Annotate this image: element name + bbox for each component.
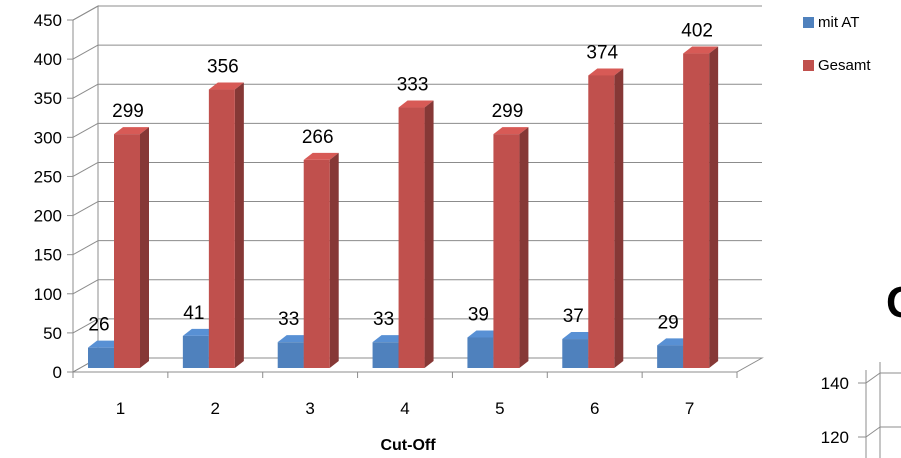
data-labels: 26 41 33 33 39 37 29 299 356 266 333 299 374 402 [88, 21, 713, 336]
bar-top-1 [493, 127, 529, 135]
bar-mit-at [277, 342, 304, 368]
bar-gesamt [114, 134, 140, 368]
x-tick-label: 1 [116, 399, 125, 418]
bar-top-1 [588, 68, 624, 76]
gridline-side [72, 279, 99, 295]
bar-gesamt [398, 107, 425, 368]
y-tick-label: 400 [34, 50, 62, 69]
legend-label-gesamt: Gesamt [818, 56, 871, 74]
bar-mit-at [562, 339, 589, 368]
gridline-side [72, 122, 99, 138]
chart2-gridline-side [865, 372, 881, 384]
bar-top-1 [398, 100, 434, 108]
gridline-side [72, 201, 99, 216]
bar-mit-at [467, 337, 494, 368]
y-tick-label: 50 [43, 324, 62, 343]
data-label: 29 [658, 312, 679, 333]
gridline-side [72, 240, 99, 256]
data-label: 41 [183, 303, 204, 324]
gridline-side [72, 5, 99, 21]
data-label: 39 [468, 304, 489, 325]
bar-gesamt [493, 134, 520, 368]
bar-side-1 [234, 82, 244, 368]
x-tick-label: 6 [590, 399, 599, 418]
x-tick-label: 2 [211, 399, 220, 418]
bar-mit-at [657, 345, 684, 368]
bars [88, 46, 719, 369]
bar-top-1 [683, 46, 719, 54]
bar-gesamt [208, 89, 235, 368]
x-tick-label: 3 [305, 399, 314, 418]
x-tick-label: 4 [400, 399, 409, 418]
y-tick-label: 300 [34, 128, 62, 147]
gridline-side [72, 83, 99, 99]
data-label: 374 [586, 42, 618, 63]
data-label: 333 [397, 75, 429, 96]
chart2-gridline-side [865, 426, 881, 438]
bar-top-1 [303, 152, 339, 160]
y-tick-label: 0 [53, 363, 62, 382]
bar-mit-at [182, 335, 209, 368]
legend-item-mit-at: mit AT [803, 12, 871, 32]
y-tick-label: 250 [34, 167, 62, 186]
bar-side-1 [614, 68, 624, 368]
x-tick-label: 7 [685, 399, 694, 418]
data-label: 26 [88, 315, 109, 336]
data-label: 266 [302, 127, 334, 148]
data-label: 299 [492, 101, 524, 122]
legend-swatch-mit-at [803, 16, 814, 28]
axes: 0 50 100 150 200 250 300 350 400 450 1 2 3 4 5 6 7 [34, 11, 738, 418]
bar-gesamt [588, 75, 615, 368]
bar-side-1 [424, 100, 434, 368]
chart2-y-tick-label: 120 [821, 428, 849, 447]
data-label: 33 [278, 309, 299, 330]
y-tick-label: 100 [34, 285, 62, 304]
legend: mit AT Gesamt [803, 12, 871, 98]
x-tick-label: 5 [495, 399, 504, 418]
y-tick-label: 150 [34, 246, 62, 265]
gridline-side [72, 162, 99, 177]
bar-gesamt [683, 53, 710, 368]
legend-label-mit-at: mit AT [818, 13, 860, 31]
legend-item-gesamt: Gesamt [803, 55, 871, 75]
x-axis-title: Cut-Off [380, 437, 436, 454]
second-chart-title-fragment: G [886, 278, 901, 328]
y-tick-label: 450 [34, 11, 62, 30]
bar-gesamt [303, 159, 330, 368]
y-tick-label: 200 [34, 207, 62, 226]
data-label: 299 [112, 101, 144, 122]
bar-side-1 [140, 127, 149, 369]
bar-side-1 [329, 152, 339, 368]
y-tick-label: 350 [34, 89, 62, 108]
bar-top-1 [208, 82, 244, 90]
data-label: 33 [373, 309, 394, 330]
bar-side-1 [519, 127, 529, 369]
bar-side-1 [709, 46, 719, 368]
data-label: 356 [207, 57, 239, 78]
data-label: 37 [563, 306, 584, 327]
legend-swatch-gesamt [803, 59, 814, 71]
data-label: 402 [681, 21, 713, 42]
second-chart-partial: 120 140 [821, 362, 901, 458]
bar-mit-at [88, 347, 114, 368]
gridline-side [72, 318, 99, 334]
gridline-side [72, 44, 99, 60]
chart2-y-tick-label: 140 [821, 374, 849, 393]
bar-mit-at [372, 342, 399, 368]
bar-top-1 [114, 127, 149, 135]
